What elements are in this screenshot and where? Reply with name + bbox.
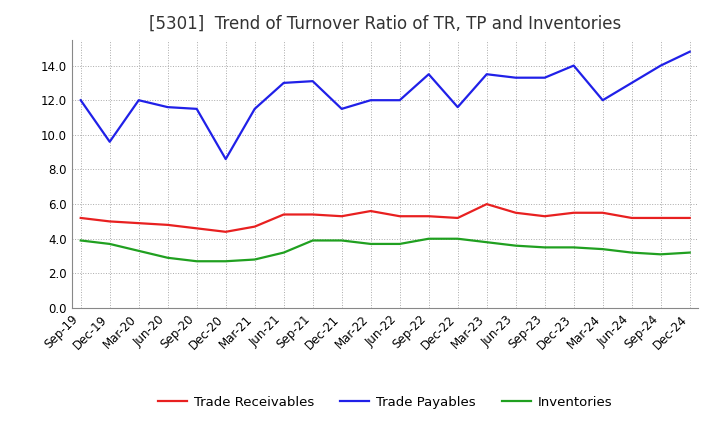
Trade Payables bbox=[541, 75, 549, 81]
Inventories bbox=[192, 259, 201, 264]
Trade Payables bbox=[308, 78, 317, 84]
Trade Receivables bbox=[627, 215, 636, 220]
Trade Receivables bbox=[135, 220, 143, 226]
Inventories bbox=[338, 238, 346, 243]
Trade Payables bbox=[685, 49, 694, 55]
Inventories bbox=[482, 239, 491, 245]
Trade Payables bbox=[279, 80, 288, 85]
Trade Payables bbox=[135, 98, 143, 103]
Trade Receivables bbox=[192, 226, 201, 231]
Trade Receivables bbox=[163, 222, 172, 227]
Trade Receivables bbox=[685, 215, 694, 220]
Trade Payables bbox=[192, 106, 201, 111]
Trade Payables bbox=[163, 104, 172, 110]
Legend: Trade Receivables, Trade Payables, Inventories: Trade Receivables, Trade Payables, Inven… bbox=[153, 391, 618, 414]
Inventories bbox=[541, 245, 549, 250]
Trade Receivables bbox=[482, 202, 491, 207]
Trade Payables bbox=[454, 104, 462, 110]
Inventories bbox=[366, 241, 375, 246]
Inventories bbox=[163, 255, 172, 260]
Trade Receivables bbox=[598, 210, 607, 216]
Trade Receivables bbox=[338, 213, 346, 219]
Trade Receivables bbox=[454, 215, 462, 220]
Trade Receivables bbox=[308, 212, 317, 217]
Trade Receivables bbox=[511, 210, 520, 216]
Inventories bbox=[424, 236, 433, 242]
Inventories bbox=[279, 250, 288, 255]
Inventories bbox=[685, 250, 694, 255]
Trade Receivables bbox=[570, 210, 578, 216]
Trade Receivables bbox=[76, 215, 85, 220]
Inventories bbox=[76, 238, 85, 243]
Inventories bbox=[598, 246, 607, 252]
Line: Trade Payables: Trade Payables bbox=[81, 52, 690, 159]
Trade Payables bbox=[395, 98, 404, 103]
Inventories bbox=[511, 243, 520, 248]
Inventories bbox=[135, 248, 143, 253]
Trade Receivables bbox=[221, 229, 230, 235]
Inventories bbox=[570, 245, 578, 250]
Line: Inventories: Inventories bbox=[81, 239, 690, 261]
Trade Payables bbox=[657, 63, 665, 68]
Trade Payables bbox=[105, 139, 114, 144]
Trade Payables bbox=[76, 98, 85, 103]
Inventories bbox=[105, 241, 114, 246]
Trade Payables bbox=[627, 80, 636, 85]
Trade Payables bbox=[511, 75, 520, 81]
Trade Receivables bbox=[279, 212, 288, 217]
Inventories bbox=[627, 250, 636, 255]
Trade Payables bbox=[366, 98, 375, 103]
Trade Receivables bbox=[541, 213, 549, 219]
Trade Payables bbox=[251, 106, 259, 111]
Line: Trade Receivables: Trade Receivables bbox=[81, 204, 690, 232]
Trade Receivables bbox=[395, 213, 404, 219]
Title: [5301]  Trend of Turnover Ratio of TR, TP and Inventories: [5301] Trend of Turnover Ratio of TR, TP… bbox=[149, 15, 621, 33]
Trade Payables bbox=[570, 63, 578, 68]
Trade Receivables bbox=[105, 219, 114, 224]
Inventories bbox=[251, 257, 259, 262]
Trade Payables bbox=[424, 72, 433, 77]
Trade Receivables bbox=[657, 215, 665, 220]
Trade Receivables bbox=[251, 224, 259, 229]
Inventories bbox=[657, 252, 665, 257]
Trade Receivables bbox=[366, 209, 375, 214]
Inventories bbox=[454, 236, 462, 242]
Inventories bbox=[221, 259, 230, 264]
Trade Payables bbox=[338, 106, 346, 111]
Trade Payables bbox=[598, 98, 607, 103]
Inventories bbox=[395, 241, 404, 246]
Trade Receivables bbox=[424, 213, 433, 219]
Inventories bbox=[308, 238, 317, 243]
Trade Payables bbox=[482, 72, 491, 77]
Trade Payables bbox=[221, 157, 230, 162]
